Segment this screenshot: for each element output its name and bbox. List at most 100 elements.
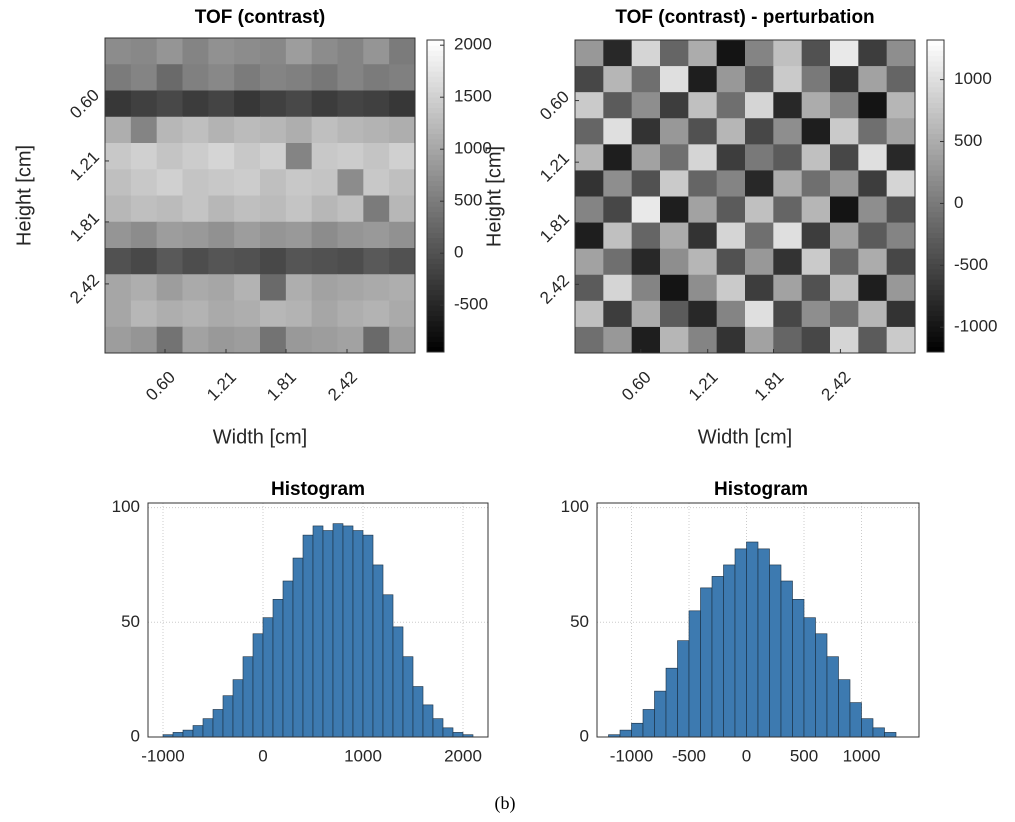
heatmap-cell: [130, 64, 158, 91]
heatmap-cell: [311, 274, 338, 301]
colorbar-band: [427, 97, 444, 103]
histogram-bar: [723, 564, 736, 738]
heatmap-cell: [631, 170, 661, 197]
heatmap-cell: [745, 92, 774, 119]
colorbar-band: [427, 227, 444, 233]
heatmap-cell: [745, 170, 774, 197]
colorbar-band: [927, 331, 944, 337]
colorbar-band: [427, 175, 444, 181]
colorbar-band: [927, 196, 944, 202]
heatmap-cell: [363, 169, 390, 196]
heatmap-cell: [830, 40, 859, 67]
heatmap-cell: [745, 300, 774, 328]
heatmap-cell: [156, 116, 183, 144]
plot-frame: [147, 502, 489, 738]
heatmap-cell: [801, 118, 831, 145]
heatmap-cell: [156, 90, 183, 118]
colorbar-band: [927, 336, 944, 343]
heatmap-cell: [130, 274, 158, 301]
colorbar-band: [927, 92, 944, 98]
heatmap-cell: [830, 196, 859, 224]
heatmap-cell: [234, 143, 261, 170]
heatmap-cell: [688, 196, 718, 224]
heatmap-cell: [285, 64, 313, 91]
histogram-bar: [212, 709, 224, 738]
histogram-bar: [172, 732, 184, 738]
x-tick-label: 0: [258, 746, 267, 765]
heatmap-cell: [801, 170, 831, 197]
heatmap-cell: [603, 300, 633, 328]
heatmap-cell: [105, 221, 132, 249]
heatmap-cell: [801, 40, 831, 67]
heatmap-cell: [337, 116, 364, 144]
heatmap-cell: [773, 170, 803, 197]
colorbar-band: [427, 315, 444, 322]
caption: (b): [495, 793, 516, 814]
colorbar-band: [927, 180, 944, 187]
heatmap-cell: [745, 326, 774, 354]
heatmap-cell: [631, 92, 661, 119]
heatmap-cell: [389, 143, 416, 170]
heatmap-cell: [801, 66, 831, 93]
heatmap-cell: [156, 221, 183, 249]
colorbar-band: [927, 216, 944, 223]
colorbar-band: [927, 60, 944, 67]
colorbar-band: [427, 50, 444, 57]
heatmap-cell: [337, 221, 364, 249]
heatmap-cell: [182, 300, 209, 328]
heatmap-cell: [773, 66, 803, 93]
heatmap-cell: [260, 169, 287, 196]
heatmap-cell: [156, 64, 183, 91]
heatmap-cell: [337, 326, 364, 354]
heatmap-cell: [389, 90, 416, 118]
y-tick-label: 1.21: [536, 149, 573, 186]
colorbar-band: [927, 206, 944, 213]
heatmap-cell: [830, 222, 859, 250]
histogram-bar: [412, 686, 424, 738]
heatmap-cell: [363, 248, 390, 275]
heatmap-cell: [156, 326, 183, 354]
heatmap-cell: [130, 300, 158, 328]
y-tick-label: 0.60: [66, 86, 103, 123]
heatmap-cell: [363, 221, 390, 249]
histogram-bar: [282, 580, 294, 738]
heatmap-cell: [886, 170, 916, 197]
heatmap-cell: [130, 169, 158, 196]
heatmap-cell: [858, 66, 888, 93]
colorbar-band: [427, 279, 444, 285]
heatmap-cell: [285, 221, 313, 249]
colorbar-band: [427, 222, 444, 228]
colorbar-band: [427, 81, 444, 88]
colorbar-tick-label: 1500: [454, 87, 492, 106]
heatmap-cell: [311, 221, 338, 249]
x-tick-label: 1000: [344, 746, 382, 765]
colorbar-band: [927, 154, 944, 161]
histogram-bar: [292, 557, 304, 738]
heatmap-cell: [363, 326, 390, 354]
heatmap-cell: [631, 196, 661, 224]
heatmap-cell: [260, 38, 287, 65]
heatmap-cell: [105, 116, 132, 144]
colorbar-band: [427, 112, 444, 119]
heatmap-cell: [337, 274, 364, 301]
heatmap-cell: [389, 169, 416, 196]
histogram-bar: [442, 727, 454, 738]
colorbar-band: [427, 164, 444, 171]
heatmap-cell: [830, 66, 859, 93]
colorbar-tick-label: 0: [454, 243, 463, 262]
x-tick-label: 2.42: [324, 368, 361, 405]
heatmap-cell: [156, 195, 183, 223]
colorbar-band: [427, 190, 444, 197]
heatmap-cell: [260, 274, 287, 301]
colorbar-band: [427, 216, 444, 223]
colorbar-band: [927, 258, 944, 265]
y-axis-label: Height [cm]: [483, 146, 505, 247]
heatmap-cell: [182, 326, 209, 354]
colorbar-band: [927, 159, 944, 166]
heatmap-cell: [260, 221, 287, 249]
colorbar-band: [927, 102, 944, 109]
heatmap-cell: [631, 144, 661, 171]
heatmap-cell: [801, 222, 831, 250]
colorbar-band: [427, 242, 444, 249]
heatmap-cell: [311, 38, 338, 65]
